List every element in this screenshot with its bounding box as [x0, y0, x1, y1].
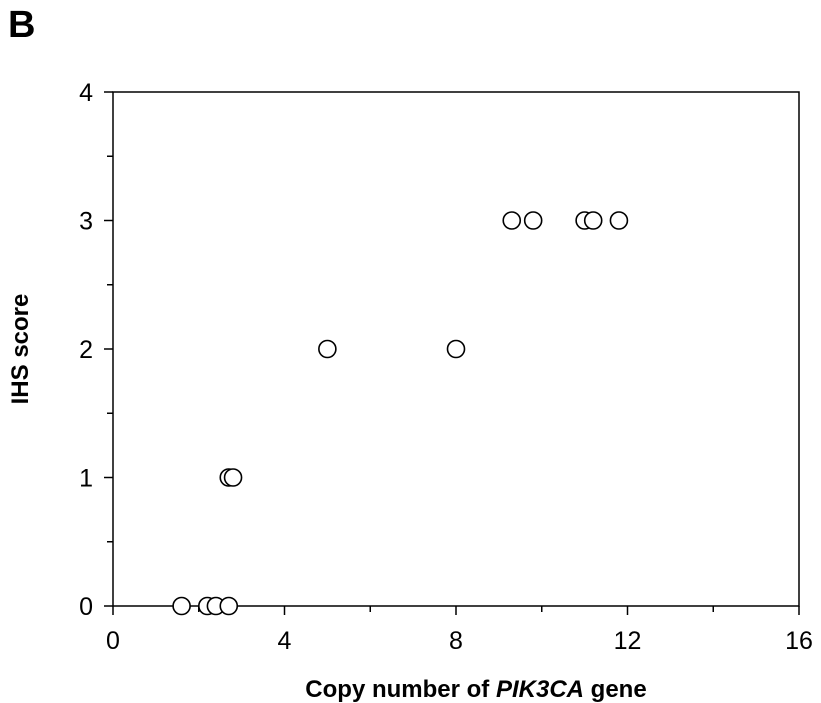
points-layer [172, 211, 629, 616]
x-tick-label: 4 [278, 627, 292, 655]
data-point [583, 211, 603, 230]
x-tick-label: 16 [785, 627, 813, 655]
ticks-layer [104, 91, 800, 615]
data-point [172, 596, 191, 616]
y-tick-label: 1 [79, 465, 93, 493]
y-tick-label: 4 [79, 79, 93, 107]
x-tick-label: 8 [449, 627, 463, 655]
x-axis-title-gene: PIK3CA [496, 676, 584, 703]
panel-label: B [8, 4, 36, 46]
y-tick-label: 3 [79, 208, 93, 236]
y-tick-label: 2 [79, 336, 93, 364]
y-tick-label: 0 [79, 593, 93, 621]
data-point [219, 596, 239, 616]
x-axis-title: Copy number of PIK3CA gene [305, 676, 646, 703]
y-axis-title: IHS score [7, 294, 34, 405]
x-axis-title-part: gene [584, 676, 647, 703]
x-tick-label: 12 [614, 627, 642, 655]
data-point [502, 211, 522, 230]
data-point [523, 211, 543, 230]
data-point [223, 468, 243, 487]
data-point [446, 339, 466, 359]
data-point [318, 339, 337, 359]
x-axis-title-part: Copy number of [305, 676, 496, 703]
data-point [609, 211, 629, 230]
x-tick-label: 0 [106, 627, 120, 655]
